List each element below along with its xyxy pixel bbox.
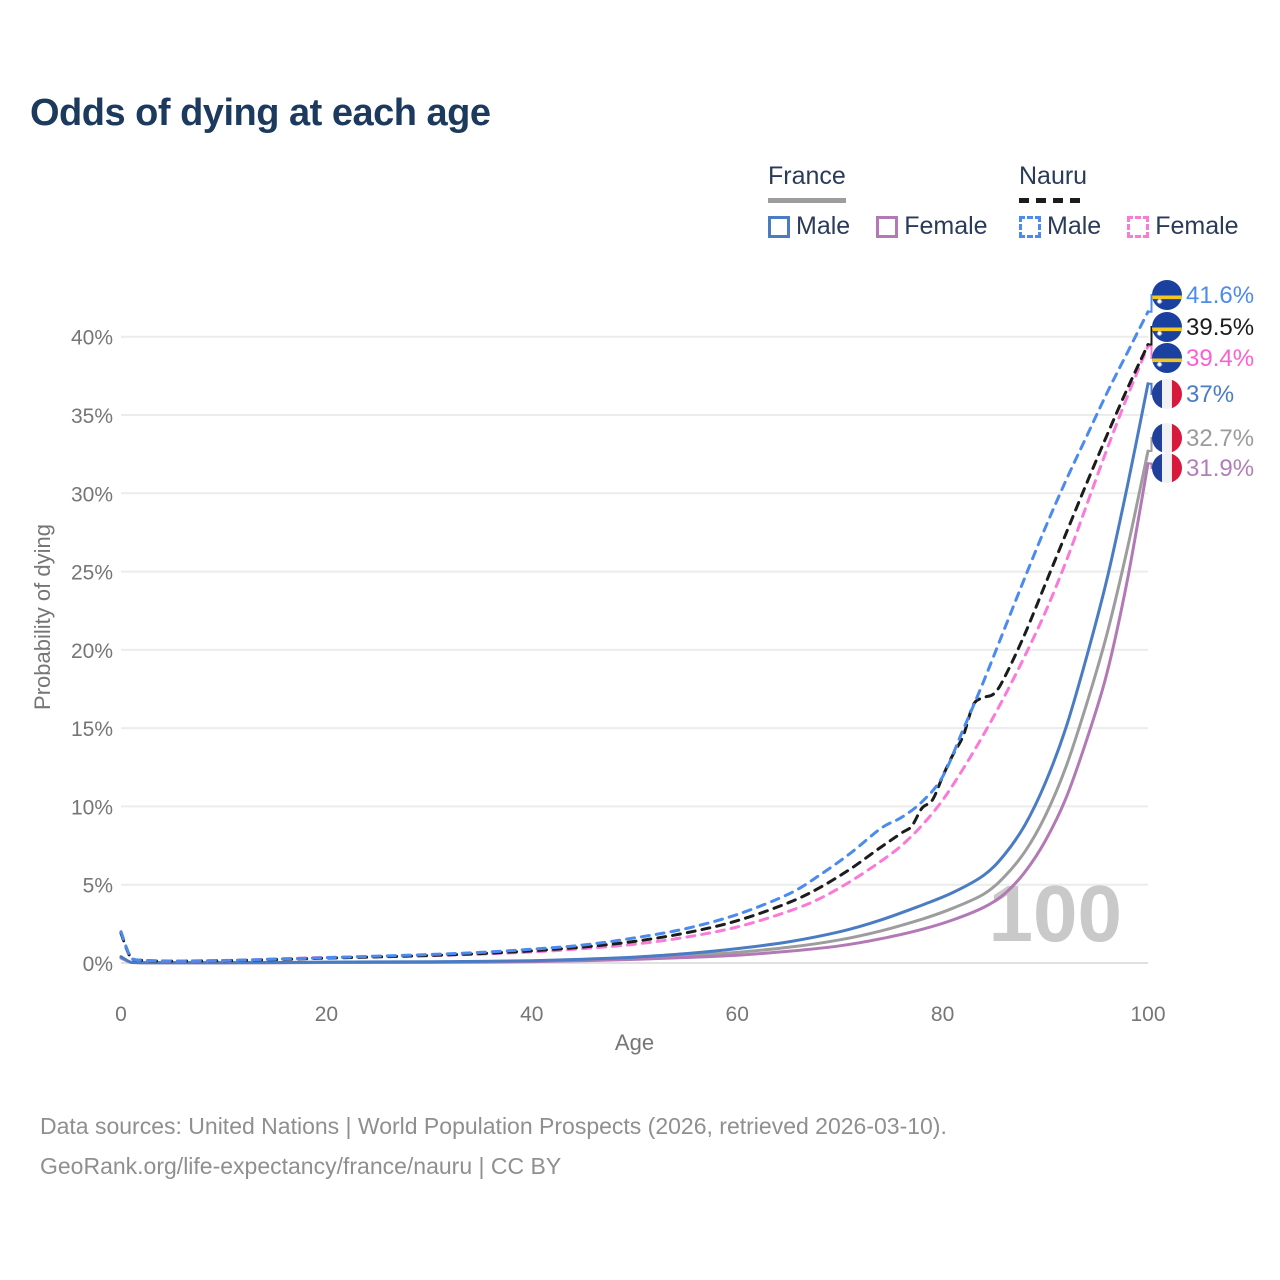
x-tick-label-60: 60 [726,1003,749,1026]
y-tick-label-10: 10% [71,796,113,819]
y-tick-label-30: 30% [71,483,113,506]
legend-item-france-female[interactable]: Female [876,212,988,241]
y-axis-title: Probability of dying [30,524,55,710]
end-value-label-france-total: 32.7% [1186,425,1254,452]
legend-group-nauru: Nauru Male Female [1019,162,1239,241]
end-value-label-nauru-female: 39.4% [1186,345,1254,372]
legend-item-nauru-male[interactable]: Male [1019,212,1101,241]
nauru-male-swatch-icon [1019,215,1041,238]
legend-item-label: Male [796,212,851,240]
y-tick-label-35: 35% [71,405,113,428]
legend-group-france: France Male Female [768,162,988,241]
y-tick-label-25: 25% [71,562,113,585]
x-tick-label-0: 0 [115,1003,127,1026]
end-value-label-france-female: 31.9% [1186,455,1254,482]
legend-group-title-nauru: Nauru [1019,162,1088,190]
end-value-label-nauru-total: 39.5% [1186,314,1254,341]
x-tick-label-20: 20 [315,1003,338,1026]
y-tick-label-20: 20% [71,640,113,663]
series-line-france-male [119,382,1150,965]
footer-sources-line: Data sources: United Nations | World Pop… [40,1113,947,1139]
legend-item-label: Female [1155,212,1239,240]
series-line-france-total [119,449,1150,965]
data-source-footer: Data sources: United Nations | World Pop… [40,1106,947,1186]
end-value-label-france-male: 37% [1186,381,1234,408]
nauru-flag-icon [1152,343,1182,373]
nauru-line-style-sample [1019,198,1087,203]
y-tick-label-15: 15% [71,718,113,741]
legend-group-title-france: France [768,162,846,190]
end-value-label-nauru-male: 41.6% [1186,282,1254,309]
france-male-swatch-icon [768,215,790,238]
france-flag-icon [1152,423,1182,453]
page-title: Odds of dying at each age [30,92,491,134]
x-tick-label-40: 40 [520,1003,543,1026]
x-axis-title: Age [615,1030,654,1055]
x-tick-label-80: 80 [931,1003,954,1026]
france-female-swatch-icon [876,215,899,238]
nauru-female-swatch-icon [1127,215,1150,238]
series-line-nauru-female [119,344,1150,963]
legend-item-label: Male [1047,212,1102,240]
france-line-style-sample [768,198,846,203]
legend-item-nauru-female[interactable]: Female [1127,212,1239,241]
footer-attribution-line: GeoRank.org/life-expectancy/france/nauru… [40,1153,562,1179]
y-tick-label-5: 5% [83,875,113,898]
age-watermark: 100 [989,869,1122,958]
france-flag-icon [1152,379,1182,409]
legend-item-france-male[interactable]: Male [768,212,850,241]
x-tick-label-100: 100 [1130,1003,1165,1026]
nauru-flag-icon [1152,312,1182,342]
series-line-nauru-total [119,343,1150,963]
series-line-nauru-male [119,310,1150,963]
nauru-flag-icon [1152,280,1182,310]
y-tick-label-0: 0% [83,953,113,976]
france-flag-icon [1152,453,1182,483]
legend-item-label: Female [904,212,988,240]
y-tick-label-40: 40% [71,327,113,350]
